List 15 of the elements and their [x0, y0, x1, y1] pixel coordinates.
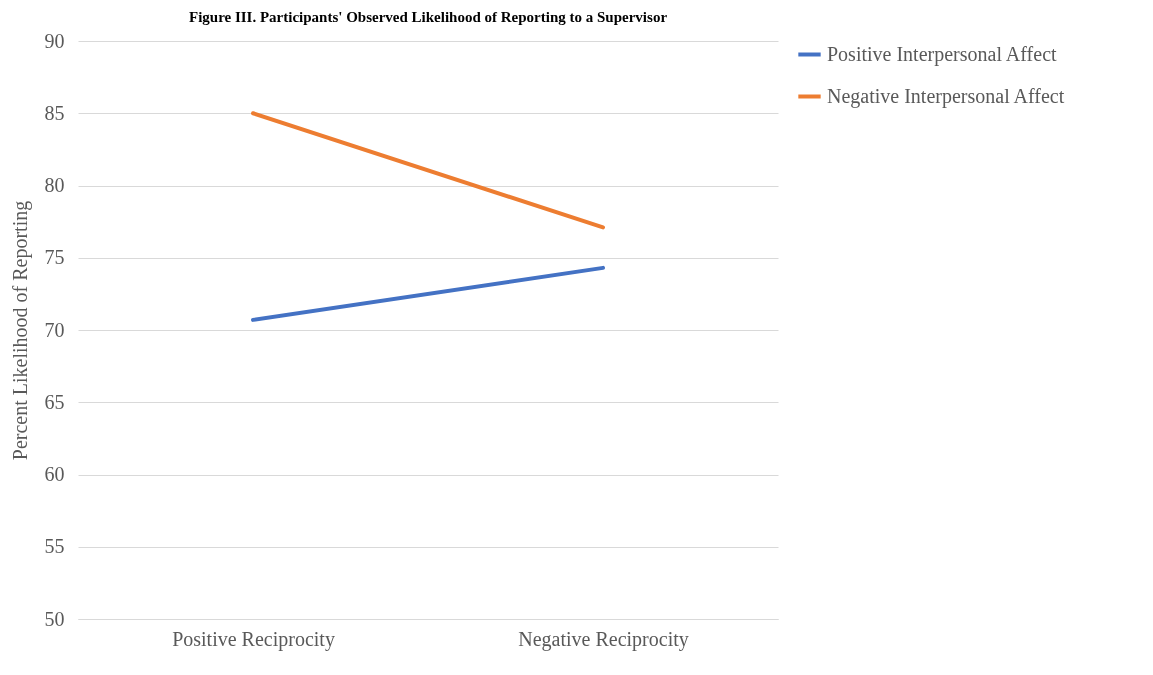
y-tick-label: 55: [44, 535, 65, 558]
legend-label: Negative Interpersonal Affect: [827, 84, 1065, 108]
y-tick-label: 65: [44, 390, 65, 413]
y-tick-label: 50: [44, 607, 65, 630]
y-axis-title: Percent Likelihood of Reporting: [8, 200, 32, 461]
y-tick-label: 85: [44, 101, 65, 124]
y-tick-label: 75: [44, 246, 65, 269]
x-tick-label: Negative Reciprocity: [518, 627, 689, 651]
x-tick-label: Positive Reciprocity: [172, 627, 335, 651]
legend-label: Positive Interpersonal Affect: [827, 42, 1058, 66]
y-tick-label: 60: [44, 463, 65, 485]
chart-title: Figure III. Participants' Observed Likelihood of Reporting to a Supervisor: [188, 9, 668, 25]
y-tick-label: 80: [44, 174, 65, 196]
y-tick-label: 90: [44, 29, 65, 52]
y-tick-label: 70: [44, 318, 65, 341]
